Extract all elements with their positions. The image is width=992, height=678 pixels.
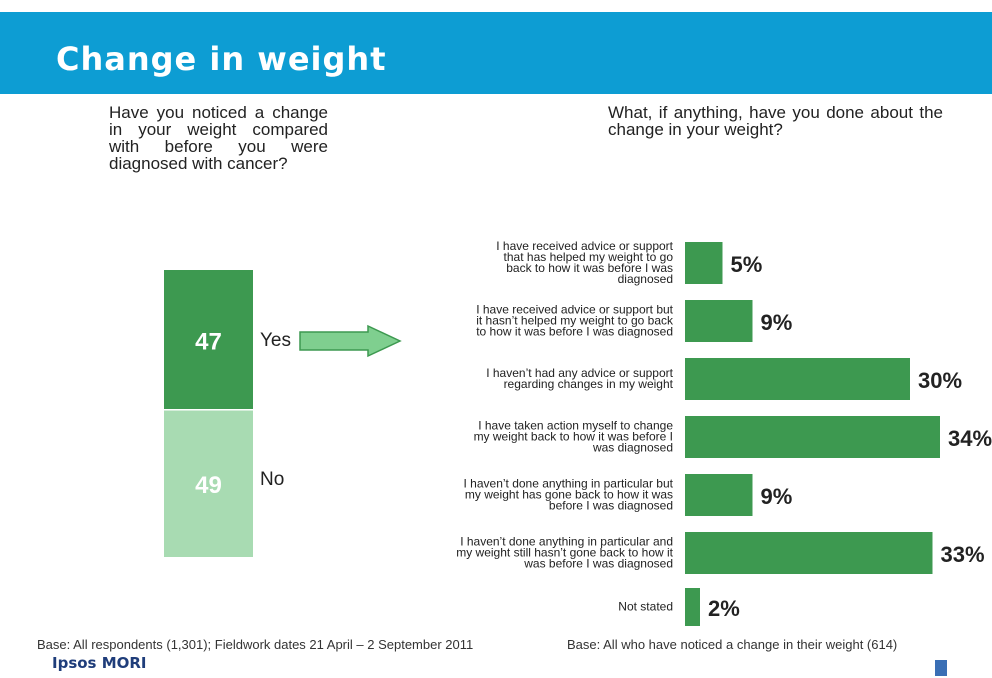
page-title: Change in weight	[56, 40, 387, 78]
header-banner: Change in weight	[0, 12, 992, 94]
hbar-category-label: I haven’t had any advice or support regar…	[486, 366, 673, 391]
hbar	[685, 416, 940, 458]
stack-segment-yes	[164, 270, 253, 411]
hbar-category-label: I haven’t done anything in particular bu…	[464, 477, 674, 513]
stack-category-label: Yes	[260, 330, 291, 351]
stacked-bar-chart: 47 Yes 49 No	[164, 270, 291, 557]
stack-value-label: 47	[195, 328, 222, 355]
stack-category-label: No	[260, 469, 284, 490]
question-left: Have you noticed a change in your weight…	[109, 103, 328, 173]
hbar-value-label: 2%	[708, 596, 740, 621]
arrow-icon	[299, 324, 402, 358]
hbar	[685, 474, 753, 516]
hbar-value-label: 33%	[941, 542, 985, 567]
hbar	[685, 358, 910, 400]
base-note-left: Base: All respondents (1,301); Fieldwork…	[37, 637, 474, 652]
corner-logo-icon	[935, 660, 947, 676]
hbar-category-label: I have taken action myself to change my w…	[474, 419, 674, 455]
hbar-value-label: 5%	[731, 252, 763, 277]
ipsos-mori-logo: Ipsos MORI	[52, 654, 147, 672]
hbar-value-label: 30%	[918, 368, 962, 393]
stack-value-label: 49	[195, 472, 222, 499]
hbar	[685, 588, 700, 626]
hbar	[685, 242, 723, 284]
hbar	[685, 532, 933, 574]
hbar-value-label: 9%	[761, 484, 793, 509]
hbar	[685, 300, 753, 342]
hbar-value-label: 34%	[948, 426, 992, 451]
question-right: What, if anything, have you done about t…	[608, 103, 943, 139]
hbar-category-label: I have received advice or support but it …	[476, 303, 674, 339]
hbar-category-label: I haven’t done anything in particular an…	[456, 535, 673, 571]
hbar-category-label: Not stated	[618, 600, 673, 614]
stack-segment-no	[164, 410, 253, 557]
hbar-value-label: 9%	[761, 310, 793, 335]
hbar-category-label: I have received advice or support that ha…	[496, 239, 673, 286]
horizontal-bar-chart: 5% I have received advice or support that …	[456, 239, 992, 626]
base-note-right: Base: All who have noticed a change in t…	[567, 637, 898, 652]
